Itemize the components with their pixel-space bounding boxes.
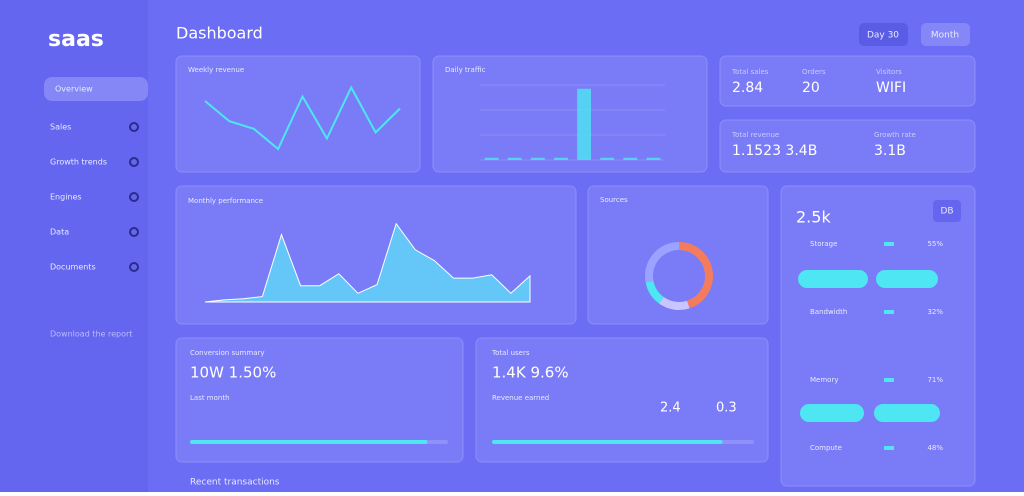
button[interactable] (859, 23, 908, 46)
stat-value: 20 (802, 80, 820, 96)
nav-item[interactable]: Engines (50, 193, 82, 202)
row-value: 32% (927, 308, 943, 316)
row-value: 55% (927, 240, 943, 248)
bar (623, 157, 638, 160)
page-title: Dashboard (176, 24, 263, 43)
pill (800, 404, 864, 422)
donut-slice (659, 296, 690, 310)
nav-icon[interactable] (129, 192, 139, 202)
badge (933, 200, 961, 222)
nav-item[interactable]: Data (50, 228, 69, 237)
area (204, 222, 531, 303)
stat-label: Growth rate (874, 131, 916, 139)
card-stat: 0.3 (716, 401, 737, 416)
nav-icon[interactable] (129, 157, 139, 167)
card (175, 337, 464, 463)
button-label[interactable]: Day 30 (867, 31, 899, 41)
row-label: Bandwidth (810, 308, 847, 316)
bar (554, 157, 568, 160)
chart-title: Daily traffic (445, 66, 486, 74)
bar (577, 88, 591, 160)
card (475, 337, 769, 463)
chart-title: Sources (600, 196, 628, 204)
bar (507, 157, 522, 160)
button-label[interactable]: Month (931, 31, 959, 41)
stat-label: Orders (802, 68, 826, 76)
card (175, 55, 421, 173)
stat-label: Total sales (731, 68, 769, 76)
row-label: Storage (810, 240, 837, 248)
chart-title: Weekly revenue (188, 66, 244, 74)
bar (530, 157, 545, 160)
row-value: 71% (927, 376, 943, 384)
card (587, 185, 769, 325)
nav-icon[interactable] (129, 262, 139, 272)
section-title: Recent transactions (190, 478, 280, 488)
donut-slice (645, 242, 680, 283)
bar (646, 157, 661, 160)
logo: saas (48, 27, 104, 52)
panel-title: 2.5k (796, 208, 831, 227)
card-sub: Revenue earned (492, 394, 549, 402)
pill (798, 270, 868, 288)
row-bar (884, 378, 894, 382)
nav-item[interactable]: Sales (50, 123, 71, 132)
progress (492, 440, 723, 444)
button[interactable] (921, 23, 970, 46)
row-label: Memory (810, 376, 838, 384)
stat-value: 2.84 (732, 80, 763, 96)
card-value: 10W 1.50% (190, 364, 276, 382)
chart-title: Monthly performance (188, 197, 263, 205)
nav-item[interactable]: Overview (55, 85, 93, 94)
stat-label: Visitors (876, 68, 902, 76)
nav-item[interactable]: Growth trends (50, 158, 107, 167)
sidebar (0, 0, 148, 492)
bar (600, 157, 615, 160)
card-value: 1.4K 9.6% (492, 364, 569, 382)
card (780, 185, 976, 487)
sidebar-footer[interactable]: Download the report (50, 330, 132, 339)
stat-label: Total revenue (731, 131, 779, 139)
bar (484, 157, 499, 160)
card (175, 185, 577, 325)
nav-icon[interactable] (129, 227, 139, 237)
nav-icon[interactable] (129, 122, 139, 132)
row-bar (884, 242, 894, 246)
stat-value: 1.1523 3.4B (732, 143, 817, 159)
card-label: Conversion summary (190, 349, 265, 357)
donut-slice (645, 280, 664, 304)
pill (874, 404, 940, 422)
card (719, 119, 976, 173)
card (719, 55, 976, 107)
row-value: 48% (927, 444, 943, 452)
card-stat: 2.4 (660, 401, 681, 416)
row-bar (884, 310, 894, 314)
row-bar (884, 446, 894, 450)
nav-item[interactable]: Documents (50, 263, 96, 272)
badge-label: DB (940, 207, 953, 217)
pill (876, 270, 938, 288)
line (204, 85, 401, 151)
donut-slice (678, 242, 713, 309)
progress (190, 440, 428, 444)
stat-value: 3.1B (874, 143, 906, 159)
stat-value: WIFI (876, 80, 906, 96)
active-item[interactable] (44, 77, 148, 101)
card-label: Total users (491, 349, 530, 357)
card-sub: Last month (190, 394, 230, 402)
row-label: Compute (810, 444, 842, 452)
